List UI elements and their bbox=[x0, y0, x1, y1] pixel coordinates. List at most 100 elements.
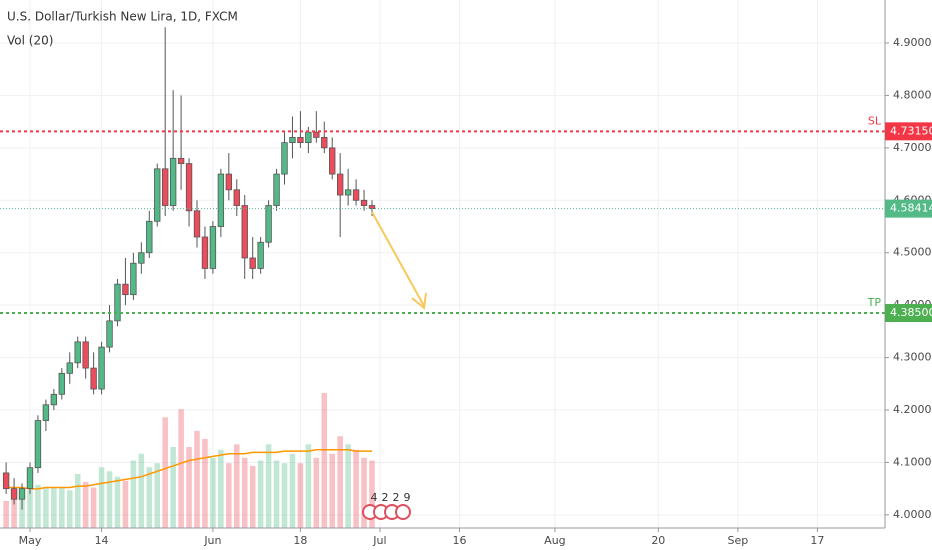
volume-bar bbox=[329, 453, 336, 528]
candle-body bbox=[98, 346, 105, 390]
candle-body bbox=[193, 210, 201, 238]
candle-body bbox=[34, 420, 42, 469]
volume-bar bbox=[210, 457, 216, 528]
volume-bar bbox=[257, 460, 264, 528]
chart-title: U.S. Dollar/Turkish New Lira, 1D, FXCM bbox=[7, 10, 238, 24]
candle-body bbox=[146, 220, 153, 254]
volume-bar bbox=[321, 393, 328, 528]
x-tick-label: Aug bbox=[544, 534, 565, 547]
volume-bar bbox=[194, 430, 200, 528]
volume-bar bbox=[27, 490, 33, 528]
candle-body bbox=[122, 283, 129, 296]
candle-body bbox=[177, 157, 185, 164]
candle-body bbox=[217, 173, 225, 227]
volume-bar bbox=[305, 444, 312, 528]
level-tag bbox=[885, 122, 932, 141]
candle-body bbox=[360, 199, 368, 206]
level-label: 4.38500 bbox=[890, 306, 932, 319]
volume-bar bbox=[313, 457, 320, 528]
event-label: 2 bbox=[393, 491, 400, 504]
candle-body bbox=[201, 236, 209, 269]
x-tick-label: Jul bbox=[372, 534, 386, 547]
volume-bar bbox=[59, 487, 65, 528]
volume-bar bbox=[106, 471, 113, 528]
volume-bar bbox=[114, 476, 121, 528]
level-name: SL bbox=[868, 114, 882, 127]
candle-body bbox=[313, 131, 320, 138]
candle-body bbox=[2, 472, 10, 490]
volume-bar bbox=[265, 444, 272, 528]
volume-bar bbox=[170, 447, 176, 528]
arrow-head bbox=[411, 292, 427, 310]
y-tick-label: 4.90000 bbox=[893, 36, 932, 49]
candle-body bbox=[329, 147, 336, 175]
volume-bar bbox=[241, 457, 248, 528]
volume-bar bbox=[353, 449, 359, 528]
volume-bar bbox=[186, 447, 192, 528]
x-tick-label: 20 bbox=[651, 534, 665, 547]
candle-body bbox=[305, 131, 312, 144]
levels: SL TP bbox=[0, 114, 885, 315]
level-name: TP bbox=[867, 296, 882, 309]
candle-body bbox=[162, 168, 169, 206]
volume-bar bbox=[202, 438, 208, 528]
candle-body bbox=[265, 205, 272, 243]
candle-body bbox=[297, 136, 304, 144]
candle-body bbox=[10, 488, 18, 500]
y-tick-label: 4.30000 bbox=[893, 351, 932, 364]
volume-bar bbox=[66, 490, 73, 528]
candle-body bbox=[257, 241, 264, 269]
candle-body bbox=[249, 257, 256, 269]
volume-bar bbox=[82, 482, 89, 528]
y-tick-label: 4.50000 bbox=[893, 246, 932, 259]
candle-body bbox=[42, 404, 50, 421]
candle-body bbox=[273, 173, 280, 206]
candle-body bbox=[169, 157, 177, 206]
y-tick-label: 4.10000 bbox=[893, 455, 932, 468]
volume-bar bbox=[51, 487, 57, 528]
candle-body bbox=[154, 168, 161, 222]
volume-bar bbox=[138, 453, 145, 528]
volume-bar bbox=[98, 467, 105, 528]
x-tick-label: 17 bbox=[810, 534, 824, 547]
candle-body bbox=[241, 205, 248, 259]
volume-bar bbox=[281, 463, 288, 528]
event-label: 9 bbox=[404, 491, 411, 504]
volume-ma-line bbox=[6, 448, 372, 490]
candle-body bbox=[289, 136, 296, 144]
candle-body bbox=[114, 283, 121, 322]
candle-body bbox=[344, 189, 352, 196]
candle-body bbox=[66, 362, 73, 374]
volume-bar bbox=[90, 487, 97, 528]
volume-bar bbox=[146, 467, 153, 528]
candle-body bbox=[233, 189, 240, 206]
event-icon bbox=[395, 504, 411, 520]
volume-bar bbox=[130, 460, 137, 528]
level-label: 4.73150 bbox=[890, 124, 932, 137]
volume-bar bbox=[122, 480, 129, 528]
event-label: 4 bbox=[371, 491, 378, 504]
grid bbox=[0, 0, 885, 528]
arrow bbox=[371, 211, 425, 307]
candle-body bbox=[130, 262, 137, 296]
candle-body bbox=[58, 372, 65, 395]
volume-bar bbox=[218, 449, 224, 528]
volume-bar bbox=[162, 417, 168, 528]
volume-bar bbox=[345, 444, 351, 528]
candle-body bbox=[138, 252, 145, 264]
volume-bar bbox=[369, 460, 375, 528]
x-tick-label: May bbox=[19, 534, 42, 547]
last-price-label: 4.58414 bbox=[890, 202, 932, 215]
volume-title: Vol (20) bbox=[7, 34, 53, 48]
y-tick-label: 4.00000 bbox=[893, 508, 932, 521]
volume-bar bbox=[297, 463, 304, 528]
event-label: 2 bbox=[382, 491, 389, 504]
candle-body bbox=[26, 467, 34, 490]
volume-bar bbox=[35, 484, 41, 528]
volume-bar bbox=[74, 474, 81, 528]
level-tag bbox=[885, 304, 932, 323]
